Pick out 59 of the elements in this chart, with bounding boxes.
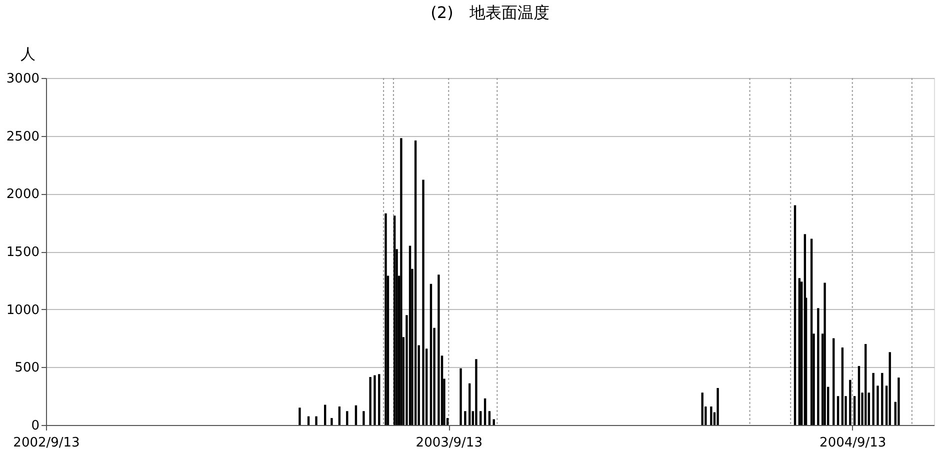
bar [468,383,471,425]
bar [701,392,704,425]
y-tick-label: 2000 [6,187,40,202]
y-tick-label: 500 [14,360,40,376]
bar [824,282,826,425]
bar [794,205,796,425]
bar [872,372,874,425]
bar [841,348,844,425]
bar [898,378,900,425]
bar [298,408,301,425]
bar [484,398,486,425]
y-axis-title: 人 [20,45,36,63]
bar [853,396,856,425]
bar [422,180,424,425]
bar [480,411,482,425]
bar [338,406,341,425]
bar [354,405,358,425]
bar [438,274,440,425]
bar [369,377,372,425]
bar [817,308,820,425]
bar [430,284,432,425]
y-tick-label: 3000 [6,72,40,86]
bar [362,411,365,425]
bar [888,352,891,425]
bar [864,344,867,425]
bar [488,411,491,425]
bar [849,380,852,425]
bar [836,396,840,425]
x-tick-label: 2004/9/13 [820,436,886,450]
bar [810,238,813,425]
bar [378,374,380,425]
bar [716,388,719,425]
x-tick-label: 2003/9/13 [416,436,482,450]
y-tick-label: 1000 [6,302,40,318]
y-tick-label: 2500 [6,129,40,144]
y-tick-label: 0 [31,418,40,434]
bar [798,278,801,425]
bar [858,366,860,425]
bar [414,140,417,425]
y-tick-label: 1500 [6,245,40,260]
bar [330,418,333,425]
bar [832,338,835,425]
bar [464,411,466,425]
bar [393,216,396,425]
bar [324,404,326,425]
bar [881,372,884,425]
chart-title: (2) 地表面温度 [430,3,550,22]
bar [408,246,412,425]
bar [315,416,318,425]
bar [400,138,402,425]
bar [876,386,879,425]
x-tick-label: 2002/9/13 [13,436,80,450]
bar [475,359,478,425]
bar [492,419,495,425]
bar [384,213,387,425]
bar [460,368,462,425]
bar [710,406,712,425]
bar [374,375,376,425]
bar [346,411,348,425]
